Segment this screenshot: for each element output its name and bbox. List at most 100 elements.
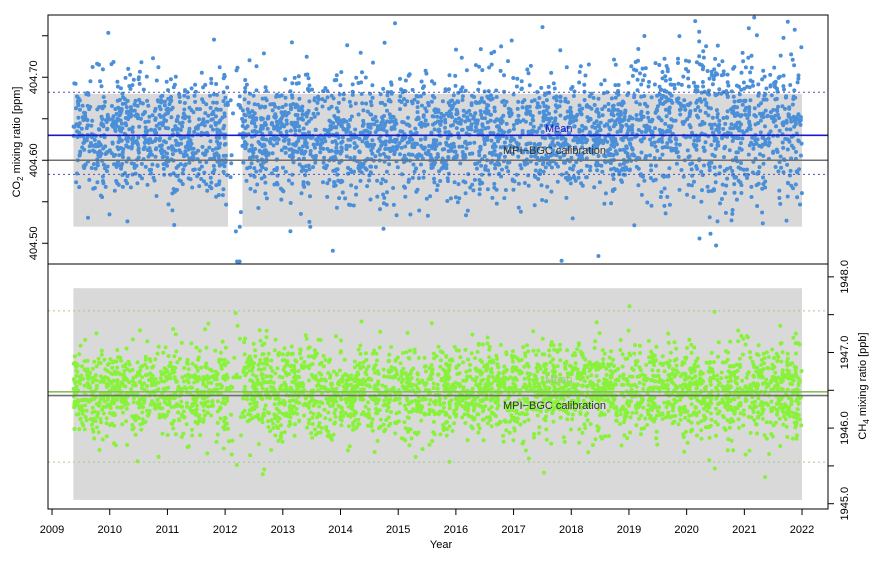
- co2-data-point: [637, 102, 642, 107]
- co2-data-point: [504, 121, 509, 126]
- co2-data-point: [584, 156, 589, 161]
- co2-data-point: [184, 153, 189, 158]
- co2-data-point: [780, 140, 785, 145]
- ch4-data-point: [293, 422, 298, 427]
- co2-data-point: [98, 193, 103, 198]
- ch4-data-point: [101, 411, 106, 416]
- co2-data-point: [735, 111, 740, 116]
- co2-data-point: [426, 148, 431, 153]
- co2-data-point: [780, 104, 785, 109]
- ch4-data-point: [521, 439, 526, 444]
- co2-data-point: [430, 114, 435, 119]
- co2-data-point: [733, 123, 738, 128]
- co2-data-point: [332, 114, 337, 118]
- co2-data-point: [223, 160, 228, 165]
- co2-data-point: [619, 168, 624, 173]
- co2-data-point: [358, 178, 363, 183]
- co2-data-point: [414, 130, 419, 135]
- co2-data-point: [162, 103, 167, 108]
- ch4-data-point: [452, 344, 457, 349]
- co2-data-point: [205, 130, 209, 135]
- co2-data-point: [472, 140, 477, 145]
- co2-data-point: [284, 121, 289, 126]
- co2-data-point: [142, 110, 147, 115]
- co2-data-point: [103, 184, 108, 189]
- co2-data-point: [228, 98, 233, 103]
- co2-data-point: [250, 109, 255, 114]
- co2-data-point: [299, 191, 304, 196]
- co2-data-point: [418, 94, 423, 99]
- co2-data-point: [697, 62, 702, 67]
- co2-data-point: [596, 111, 601, 116]
- co2-data-point: [725, 95, 730, 99]
- co2-data-point: [749, 195, 754, 199]
- co2-data-point: [789, 52, 794, 57]
- co2-data-point: [753, 122, 758, 127]
- co2-data-point: [167, 136, 172, 141]
- co2-data-point: [685, 192, 689, 197]
- co2-data-point: [119, 129, 123, 134]
- ch4-data-point: [606, 399, 611, 404]
- ch4-data-point: [454, 405, 459, 410]
- co2-data-point: [450, 105, 455, 109]
- co2-data-point: [716, 63, 721, 68]
- co2-data-point: [420, 103, 424, 108]
- ch4-data-point: [780, 368, 785, 373]
- co2-data-point: [509, 38, 514, 43]
- co2-data-point: [615, 108, 620, 112]
- co2-data-point: [303, 72, 308, 77]
- co2-data-point: [418, 137, 423, 142]
- co2-data-point: [344, 154, 349, 159]
- co2-data-point: [760, 186, 765, 191]
- co2-data-point: [735, 105, 740, 110]
- co2-data-point: [216, 182, 221, 187]
- co2-data-point: [276, 137, 281, 142]
- co2-data-point: [373, 165, 378, 169]
- co2-data-point: [710, 115, 715, 120]
- co2-data-point: [634, 164, 639, 169]
- co2-data-point: [141, 147, 146, 152]
- co2-data-point: [626, 118, 631, 123]
- co2-data-point: [492, 185, 497, 190]
- co2-data-point: [385, 119, 389, 124]
- co2-data-point: [720, 182, 725, 187]
- co2-data-point: [582, 98, 587, 102]
- co2-data-point: [648, 176, 653, 180]
- co2-data-point: [143, 164, 148, 169]
- ch4-data-point: [145, 365, 150, 370]
- co2-data-point: [137, 69, 142, 74]
- co2-data-point: [99, 151, 104, 156]
- co2-data-point: [225, 103, 230, 107]
- co2-data-point: [716, 143, 721, 148]
- co2-data-point: [254, 129, 259, 134]
- co2-data-point: [265, 126, 270, 131]
- co2-data-point: [128, 72, 133, 77]
- co2-data-point: [92, 186, 97, 190]
- co2-data-point: [790, 57, 795, 62]
- co2-data-point: [658, 195, 663, 199]
- co2-data-point: [135, 181, 140, 186]
- co2-data-point: [735, 120, 740, 125]
- co2-data-point: [710, 73, 715, 78]
- co2-data-point: [763, 108, 768, 113]
- co2-data-point: [747, 121, 752, 126]
- co2-data-point: [522, 181, 527, 185]
- co2-data-point: [311, 165, 315, 170]
- co2-data-point: [310, 87, 314, 92]
- co2-data-point: [405, 140, 410, 145]
- co2-data-point: [205, 119, 210, 124]
- co2-data-point: [739, 122, 743, 127]
- co2-data-point: [647, 125, 652, 130]
- co2-data-point: [103, 166, 107, 171]
- co2-data-point: [493, 162, 497, 167]
- co2-data-point: [767, 140, 772, 145]
- co2-data-point: [685, 117, 690, 122]
- co2-data-point: [585, 115, 590, 120]
- co2-data-point: [388, 99, 393, 104]
- co2-data-point: [79, 126, 84, 131]
- co2-data-point: [689, 167, 694, 172]
- ch4-data-point: [637, 343, 642, 348]
- ch4-data-point: [609, 349, 613, 354]
- co2-data-point: [584, 175, 589, 180]
- co2-data-point: [573, 145, 578, 150]
